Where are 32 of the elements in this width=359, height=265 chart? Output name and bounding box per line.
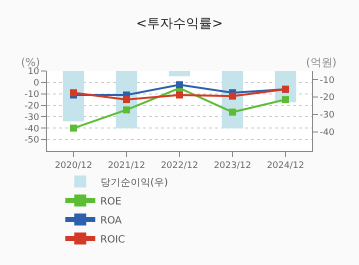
- x-tick-label: 2024/12: [266, 160, 304, 171]
- chart-title: <투자수익률>: [136, 16, 223, 32]
- y-tick-label: 10: [28, 67, 40, 78]
- point: [70, 124, 77, 132]
- x-tick-label: 2022/12: [160, 160, 198, 171]
- point: [176, 81, 183, 88]
- x-tick-label: 2021/12: [108, 160, 146, 171]
- point: [123, 96, 130, 104]
- point: [123, 106, 130, 114]
- y-tick-label: -40: [24, 124, 40, 134]
- y-tick-label: -50: [24, 136, 40, 146]
- y2-tick-label: -10: [320, 76, 335, 86]
- legend-label: 당기순이익(우): [100, 177, 168, 188]
- y-tick-label: -30: [24, 112, 40, 123]
- y-axis-title: (%): [21, 56, 40, 69]
- y2-axis-title: (억원): [306, 56, 337, 69]
- y2-tick-label: -20: [320, 93, 335, 104]
- legend-label: ROE: [100, 196, 122, 208]
- x-tick-label: 2023/12: [214, 160, 252, 171]
- point: [229, 92, 236, 100]
- point: [282, 96, 289, 104]
- point: [176, 92, 183, 98]
- y-tick-label: -10: [24, 90, 40, 100]
- y-tick-label: 0: [33, 78, 40, 89]
- x-tick-label: 2020/12: [54, 160, 92, 171]
- legend-label: ROIC: [100, 234, 126, 246]
- y2-tick-label: -30: [320, 110, 335, 121]
- point: [70, 89, 77, 96]
- legend-label: ROA: [100, 215, 122, 226]
- point: [229, 108, 236, 116]
- y2-tick-label: -40: [320, 128, 335, 138]
- y-tick-label: -20: [24, 101, 40, 112]
